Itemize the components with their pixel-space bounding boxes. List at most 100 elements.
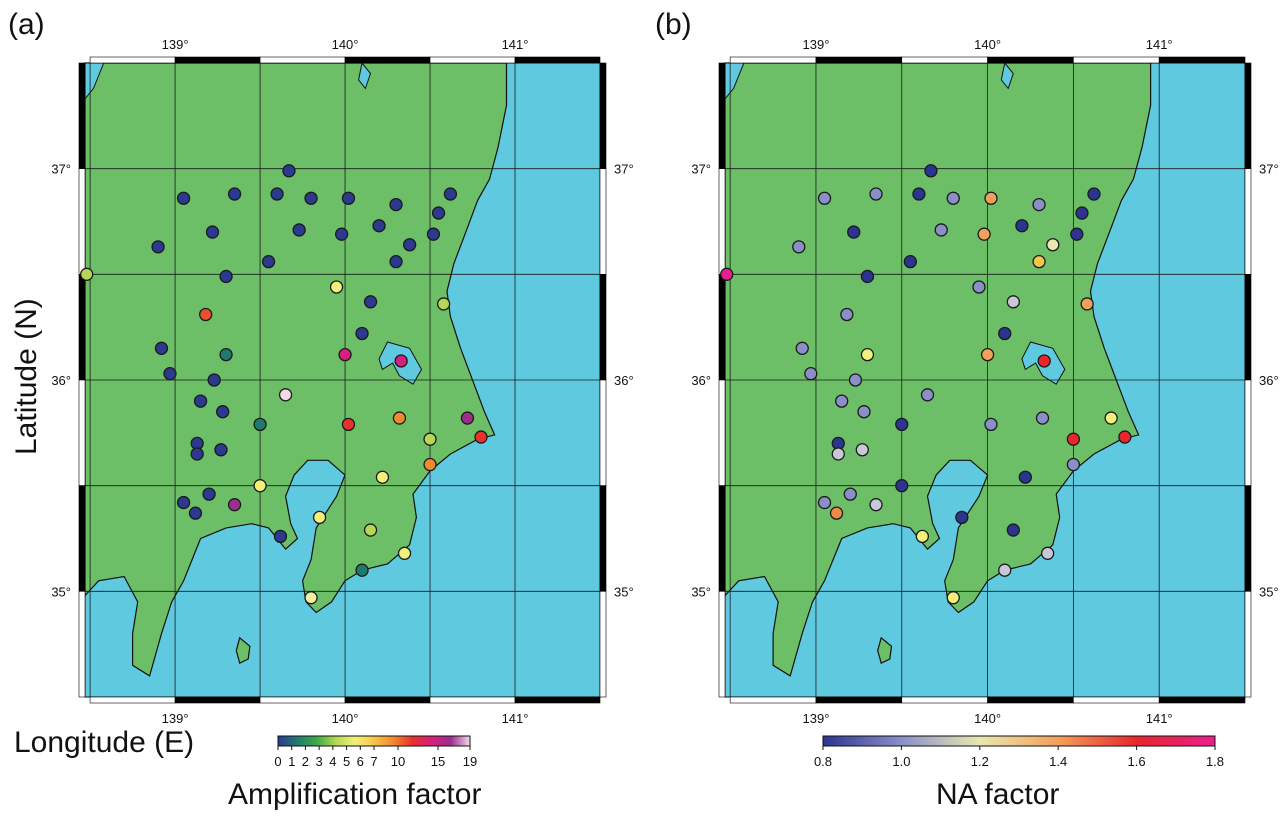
lat-tick-label-left: 35° bbox=[51, 584, 71, 599]
station-marker bbox=[1075, 206, 1089, 220]
lake bbox=[358, 61, 372, 90]
lake bbox=[1000, 61, 1014, 90]
colorbar-tick-label: 19 bbox=[463, 754, 477, 769]
frame-tick-bottom bbox=[987, 696, 1074, 704]
frame-tick-bottom bbox=[1073, 696, 1160, 704]
map-a: 139° 139° 140° 140° 141° 141° 37° 37° 36° 36° 35° 3… bbox=[51, 37, 633, 769]
station-marker bbox=[219, 347, 233, 362]
station-marker bbox=[443, 187, 458, 201]
station-marker bbox=[980, 347, 995, 362]
colorbar-tick-label: 6 bbox=[357, 754, 364, 769]
station-marker bbox=[984, 417, 998, 432]
station-marker bbox=[869, 187, 883, 201]
longitude-axis-label: Longitude (E) bbox=[14, 726, 195, 759]
station-marker bbox=[355, 563, 369, 577]
station-marker bbox=[915, 529, 930, 544]
land-mass bbox=[84, 62, 508, 677]
frame-tick-left bbox=[718, 591, 726, 698]
station-marker bbox=[329, 280, 344, 294]
station-marker bbox=[176, 191, 191, 205]
station-marker bbox=[720, 267, 734, 281]
station-marker bbox=[946, 591, 960, 605]
lon-tick-label-top: 141° bbox=[1146, 37, 1173, 52]
colorbar-tick-label: 0.8 bbox=[814, 754, 832, 769]
station-marker bbox=[848, 373, 863, 387]
lon-tick-label-bottom: 139° bbox=[162, 711, 189, 726]
station-marker bbox=[363, 295, 378, 309]
station-marker bbox=[895, 417, 909, 432]
station-marker bbox=[1046, 238, 1060, 252]
island bbox=[235, 636, 251, 665]
colorbar-tick-label: 10 bbox=[391, 754, 405, 769]
station-marker bbox=[193, 394, 208, 408]
frame-tick-top bbox=[89, 56, 176, 64]
lat-tick-label-left: 37° bbox=[51, 162, 71, 177]
frame-tick-right bbox=[1244, 485, 1252, 592]
station-marker bbox=[795, 341, 809, 355]
station-marker bbox=[312, 510, 327, 525]
station-marker bbox=[278, 388, 293, 402]
frame-tick-bottom bbox=[89, 696, 176, 704]
station-marker bbox=[216, 405, 230, 419]
station-marker bbox=[1118, 430, 1132, 444]
lat-tick-label-right: 37° bbox=[1259, 162, 1279, 177]
station-marker bbox=[270, 187, 284, 201]
frame-tick-right bbox=[599, 485, 607, 592]
station-marker bbox=[1018, 470, 1032, 484]
frame-tick-right bbox=[1244, 274, 1252, 381]
station-marker bbox=[151, 240, 165, 254]
frame-tick-bottom bbox=[729, 696, 817, 704]
lon-tick-label-top: 140° bbox=[332, 37, 359, 52]
station-marker bbox=[304, 591, 318, 605]
station-marker bbox=[80, 267, 94, 281]
station-marker bbox=[860, 347, 875, 362]
frame-tick-right bbox=[599, 62, 607, 169]
colorbar-tick-label: 15 bbox=[431, 754, 445, 769]
colorbar-tick-label: 7 bbox=[370, 754, 377, 769]
lat-tick-label-left: 35° bbox=[691, 584, 711, 599]
frame-tick-top bbox=[987, 56, 1074, 64]
station-marker bbox=[392, 411, 407, 425]
station-marker bbox=[1104, 411, 1118, 425]
station-marker bbox=[389, 197, 403, 212]
station-marker bbox=[394, 354, 408, 368]
station-marker bbox=[273, 529, 288, 544]
frame-tick-left bbox=[78, 591, 86, 698]
station-marker bbox=[895, 479, 909, 493]
station-marker bbox=[912, 187, 926, 201]
station-marker bbox=[188, 506, 203, 520]
station-marker bbox=[219, 269, 233, 284]
frame-tick-left bbox=[718, 168, 726, 275]
station-marker bbox=[843, 487, 857, 501]
colorbar-tick-label: 1.6 bbox=[1128, 754, 1146, 769]
frame-tick-top bbox=[514, 56, 601, 64]
station-marker bbox=[855, 443, 869, 457]
lat-tick-label-right: 36° bbox=[1259, 373, 1279, 388]
lon-tick-label-bottom: 141° bbox=[502, 711, 529, 726]
station-marker bbox=[199, 307, 213, 322]
frame-tick-right bbox=[1244, 591, 1252, 698]
frame-tick-bottom bbox=[259, 696, 346, 704]
station-marker bbox=[847, 225, 861, 239]
station-marker bbox=[282, 164, 296, 178]
colorbar-tick-label: 4 bbox=[329, 754, 336, 769]
station-marker bbox=[253, 479, 267, 493]
frame-tick-top bbox=[815, 56, 903, 64]
frame-tick-bottom bbox=[174, 696, 261, 704]
station-marker bbox=[190, 447, 204, 461]
station-marker bbox=[1070, 227, 1084, 241]
station-marker bbox=[431, 206, 446, 220]
station-marker bbox=[1040, 546, 1055, 560]
station-marker bbox=[335, 227, 349, 241]
lon-tick-label-top: 139° bbox=[803, 37, 830, 52]
frame-tick-bottom bbox=[815, 696, 903, 704]
station-marker bbox=[934, 223, 948, 237]
colorbar-tick-label: 1.0 bbox=[892, 754, 910, 769]
station-marker bbox=[1066, 432, 1081, 446]
lat-tick-label-left: 37° bbox=[691, 162, 711, 177]
frame-tick-left bbox=[78, 274, 86, 381]
colorbar-tick-label: 0 bbox=[274, 754, 281, 769]
lon-tick-label-bottom: 140° bbox=[332, 711, 359, 726]
frame-tick-left bbox=[718, 379, 726, 486]
colorbar-tick-label: 3 bbox=[316, 754, 323, 769]
